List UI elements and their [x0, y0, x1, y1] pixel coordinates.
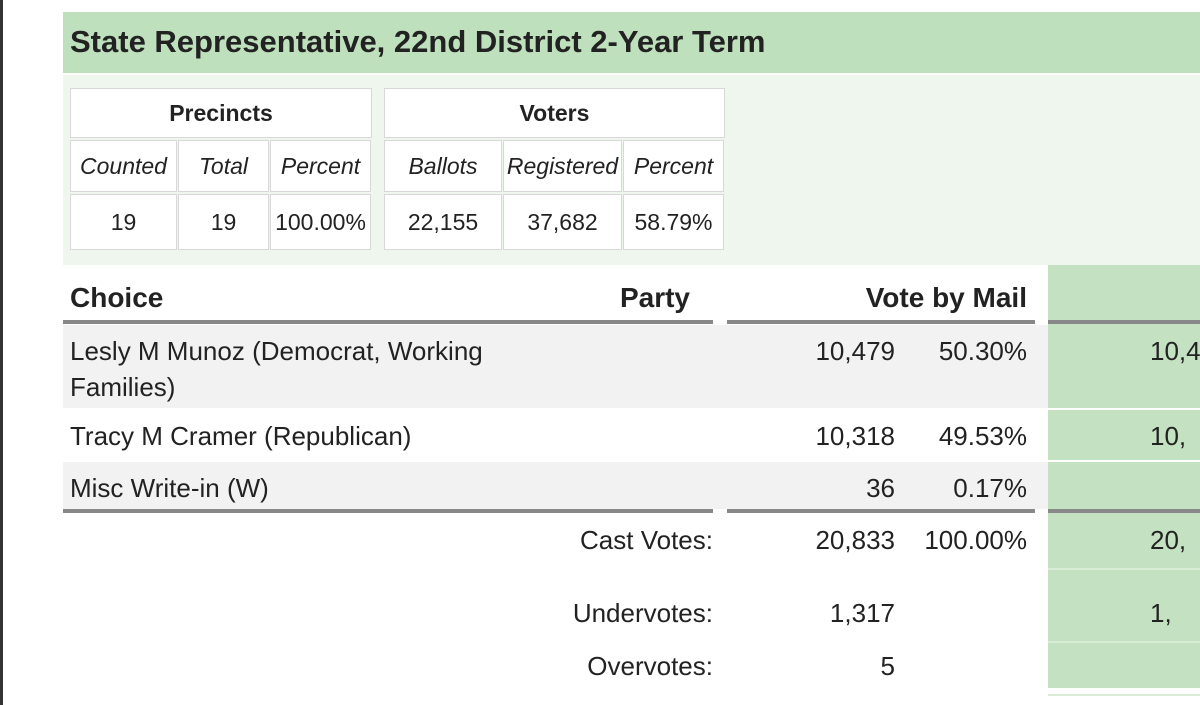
- group-header: Precincts: [70, 88, 372, 138]
- summary-value: 19: [70, 194, 177, 250]
- column-header: Ballots: [384, 140, 502, 192]
- total-label: Overvotes:: [587, 651, 713, 681]
- header-rule: [63, 320, 713, 324]
- votes: 36: [866, 473, 895, 503]
- row-background: [63, 325, 1048, 408]
- votes: 10,318: [815, 421, 895, 451]
- next-total: 20,: [1150, 525, 1187, 555]
- column-header: Counted: [70, 140, 177, 192]
- total-label: Cast Votes:: [580, 525, 713, 555]
- header-rule: [1048, 320, 1200, 324]
- summary-value: 58.79%: [623, 194, 724, 250]
- column-header: Registered: [503, 140, 622, 192]
- rows-rule: [727, 509, 1035, 513]
- column-header: Total: [178, 140, 269, 192]
- group-header: Voters: [384, 88, 725, 138]
- total-votes: 20,833: [815, 525, 895, 555]
- column-header: Percent: [623, 140, 724, 192]
- header-vote-by-mail: Vote by Mail: [865, 282, 1027, 313]
- percent: 49.53%: [938, 421, 1027, 451]
- next-column: [1048, 265, 1200, 688]
- row-background: [63, 410, 1048, 460]
- summary-value: 19: [178, 194, 269, 250]
- total-votes: 1,317: [829, 598, 895, 628]
- choice: Lesly M Munoz (Democrat, Working Familie…: [70, 336, 483, 402]
- percent: 50.30%: [938, 336, 1027, 366]
- column-header: Percent: [270, 140, 371, 192]
- summary-value: 100.00%: [270, 194, 371, 250]
- total-label: Undervotes:: [572, 598, 713, 628]
- header-rule: [727, 320, 1035, 324]
- next-total: 1,: [1150, 598, 1172, 628]
- next-votes: 10,4: [1150, 336, 1200, 366]
- row-separator: [1048, 408, 1200, 410]
- rows-rule: [1048, 509, 1200, 513]
- votes: 10,479: [815, 336, 895, 366]
- header-choice: Choice: [70, 282, 164, 313]
- row-separator: [1048, 460, 1200, 462]
- percent: 0.17%: [953, 473, 1027, 503]
- row-background: [63, 462, 1048, 509]
- choice: Misc Write-in (W): [70, 473, 269, 503]
- row-separator: [1048, 694, 1200, 696]
- choice: Tracy M Cramer (Republican): [70, 421, 412, 451]
- row-separator: [1048, 568, 1200, 570]
- title-bar: [63, 12, 1200, 73]
- title: State Representative, 22nd District 2-Ye…: [70, 24, 766, 59]
- row-separator: [1048, 641, 1200, 643]
- rows-rule: [63, 509, 713, 513]
- total-percent: 100.00%: [924, 525, 1027, 555]
- summary-value: 37,682: [503, 194, 622, 250]
- left-border: [0, 0, 3, 705]
- header-party: Party: [619, 282, 690, 313]
- total-votes: 5: [880, 651, 895, 681]
- next-votes: 10,: [1150, 421, 1187, 451]
- summary-value: 22,155: [384, 194, 502, 250]
